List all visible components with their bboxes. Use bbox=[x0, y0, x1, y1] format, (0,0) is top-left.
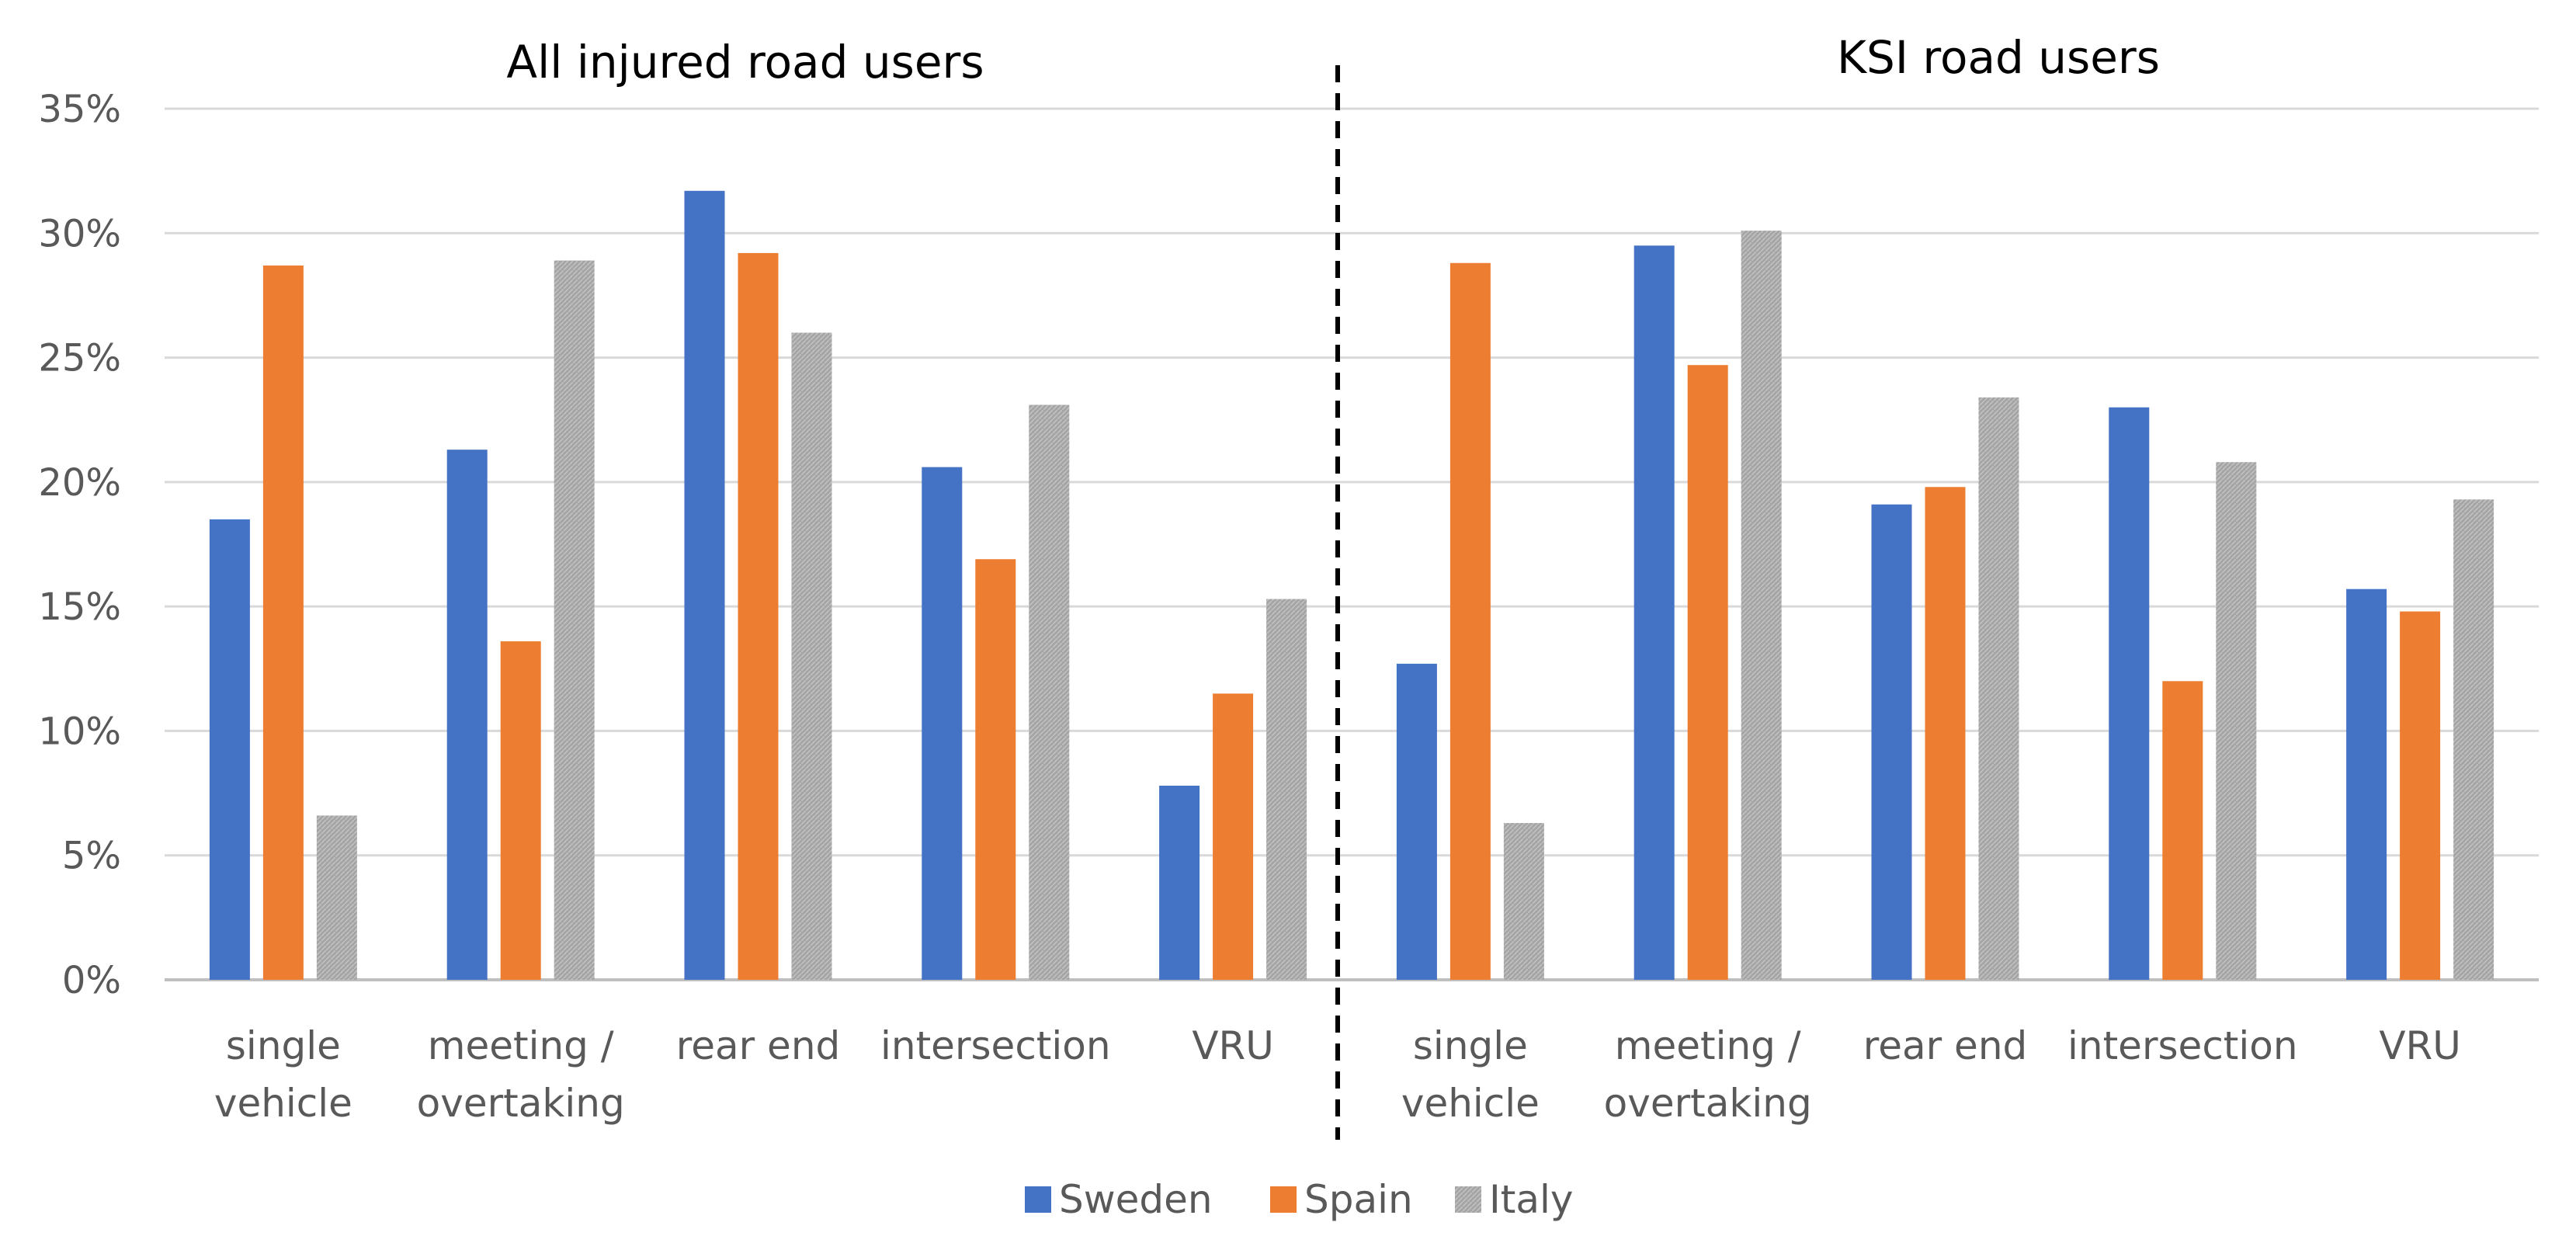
bar-spain bbox=[2162, 681, 2203, 980]
category-label: rear end bbox=[1863, 1023, 2028, 1068]
legend: Sweden Spain Italy bbox=[1025, 1177, 1573, 1222]
legend-swatch-italy bbox=[1455, 1186, 1481, 1213]
bar-spain bbox=[1449, 262, 1491, 980]
bar-italy bbox=[1978, 397, 2019, 980]
bar-spain bbox=[2400, 611, 2441, 980]
y-tick-label: 25% bbox=[38, 337, 121, 380]
category-label: vehicle bbox=[214, 1081, 352, 1126]
bar-italy bbox=[1741, 231, 1782, 981]
bar-spain bbox=[500, 641, 541, 980]
panel-title-all-injured: All injured road users bbox=[506, 36, 984, 89]
bar-italy bbox=[1266, 599, 1307, 980]
bars bbox=[209, 190, 2494, 981]
bar-sweden bbox=[2346, 589, 2387, 980]
bar-spain bbox=[975, 559, 1016, 980]
bar-italy bbox=[1029, 405, 1070, 980]
legend-label-italy: Italy bbox=[1489, 1177, 1573, 1222]
category-label: single bbox=[1413, 1023, 1528, 1068]
legend-label-sweden: Sweden bbox=[1059, 1177, 1213, 1222]
bar-sweden bbox=[1159, 785, 1200, 980]
y-tick-label: 5% bbox=[62, 835, 121, 878]
y-axis-ticks: 0% 5% 10% 15% 20% 25% 30% 35% bbox=[38, 88, 121, 1002]
category-label: VRU bbox=[2379, 1023, 2461, 1068]
bar-spain bbox=[1687, 365, 1728, 980]
y-tick-label: 15% bbox=[38, 585, 121, 629]
bar-sweden bbox=[1871, 504, 1912, 980]
category-label: rear end bbox=[676, 1023, 841, 1068]
y-tick-label: 0% bbox=[62, 959, 121, 1002]
bar-sweden bbox=[209, 519, 250, 980]
bar-italy bbox=[791, 332, 832, 980]
bar-sweden bbox=[684, 190, 725, 980]
bar-sweden bbox=[446, 450, 488, 980]
bar-spain bbox=[738, 252, 779, 981]
category-label: meeting / bbox=[1615, 1023, 1801, 1068]
category-label: meeting / bbox=[428, 1023, 614, 1068]
category-label: intersection bbox=[880, 1023, 1111, 1068]
legend-swatch-sweden bbox=[1025, 1186, 1051, 1213]
bar-italy bbox=[554, 260, 595, 980]
bar-spain bbox=[1213, 693, 1254, 980]
category-label: overtaking bbox=[417, 1081, 625, 1126]
y-tick-label: 20% bbox=[38, 461, 121, 505]
panel-title-ksi: KSI road users bbox=[1837, 31, 2160, 84]
bar-spain bbox=[262, 265, 304, 981]
y-tick-label: 30% bbox=[38, 212, 121, 255]
category-labels: single vehicle meeting / overtaking rear end… bbox=[214, 1023, 2461, 1126]
bar-italy bbox=[2453, 499, 2494, 980]
category-label: VRU bbox=[1192, 1023, 1274, 1068]
bar-spain bbox=[1925, 487, 1966, 980]
y-tick-label: 35% bbox=[38, 88, 121, 131]
bar-sweden bbox=[2109, 407, 2150, 980]
category-label: single bbox=[226, 1023, 341, 1068]
legend-swatch-spain bbox=[1270, 1186, 1297, 1213]
bar-italy bbox=[1503, 823, 1544, 980]
y-tick-label: 10% bbox=[38, 710, 121, 753]
bar-sweden bbox=[1396, 663, 1437, 980]
bar-italy bbox=[2216, 462, 2257, 980]
bar-sweden bbox=[1633, 245, 1675, 980]
bar-italy bbox=[316, 815, 357, 980]
bar-sweden bbox=[922, 467, 963, 980]
category-label: overtaking bbox=[1604, 1081, 1812, 1126]
category-label: vehicle bbox=[1401, 1081, 1540, 1126]
legend-label-spain: Spain bbox=[1304, 1177, 1413, 1222]
category-label: intersection bbox=[2067, 1023, 2298, 1068]
